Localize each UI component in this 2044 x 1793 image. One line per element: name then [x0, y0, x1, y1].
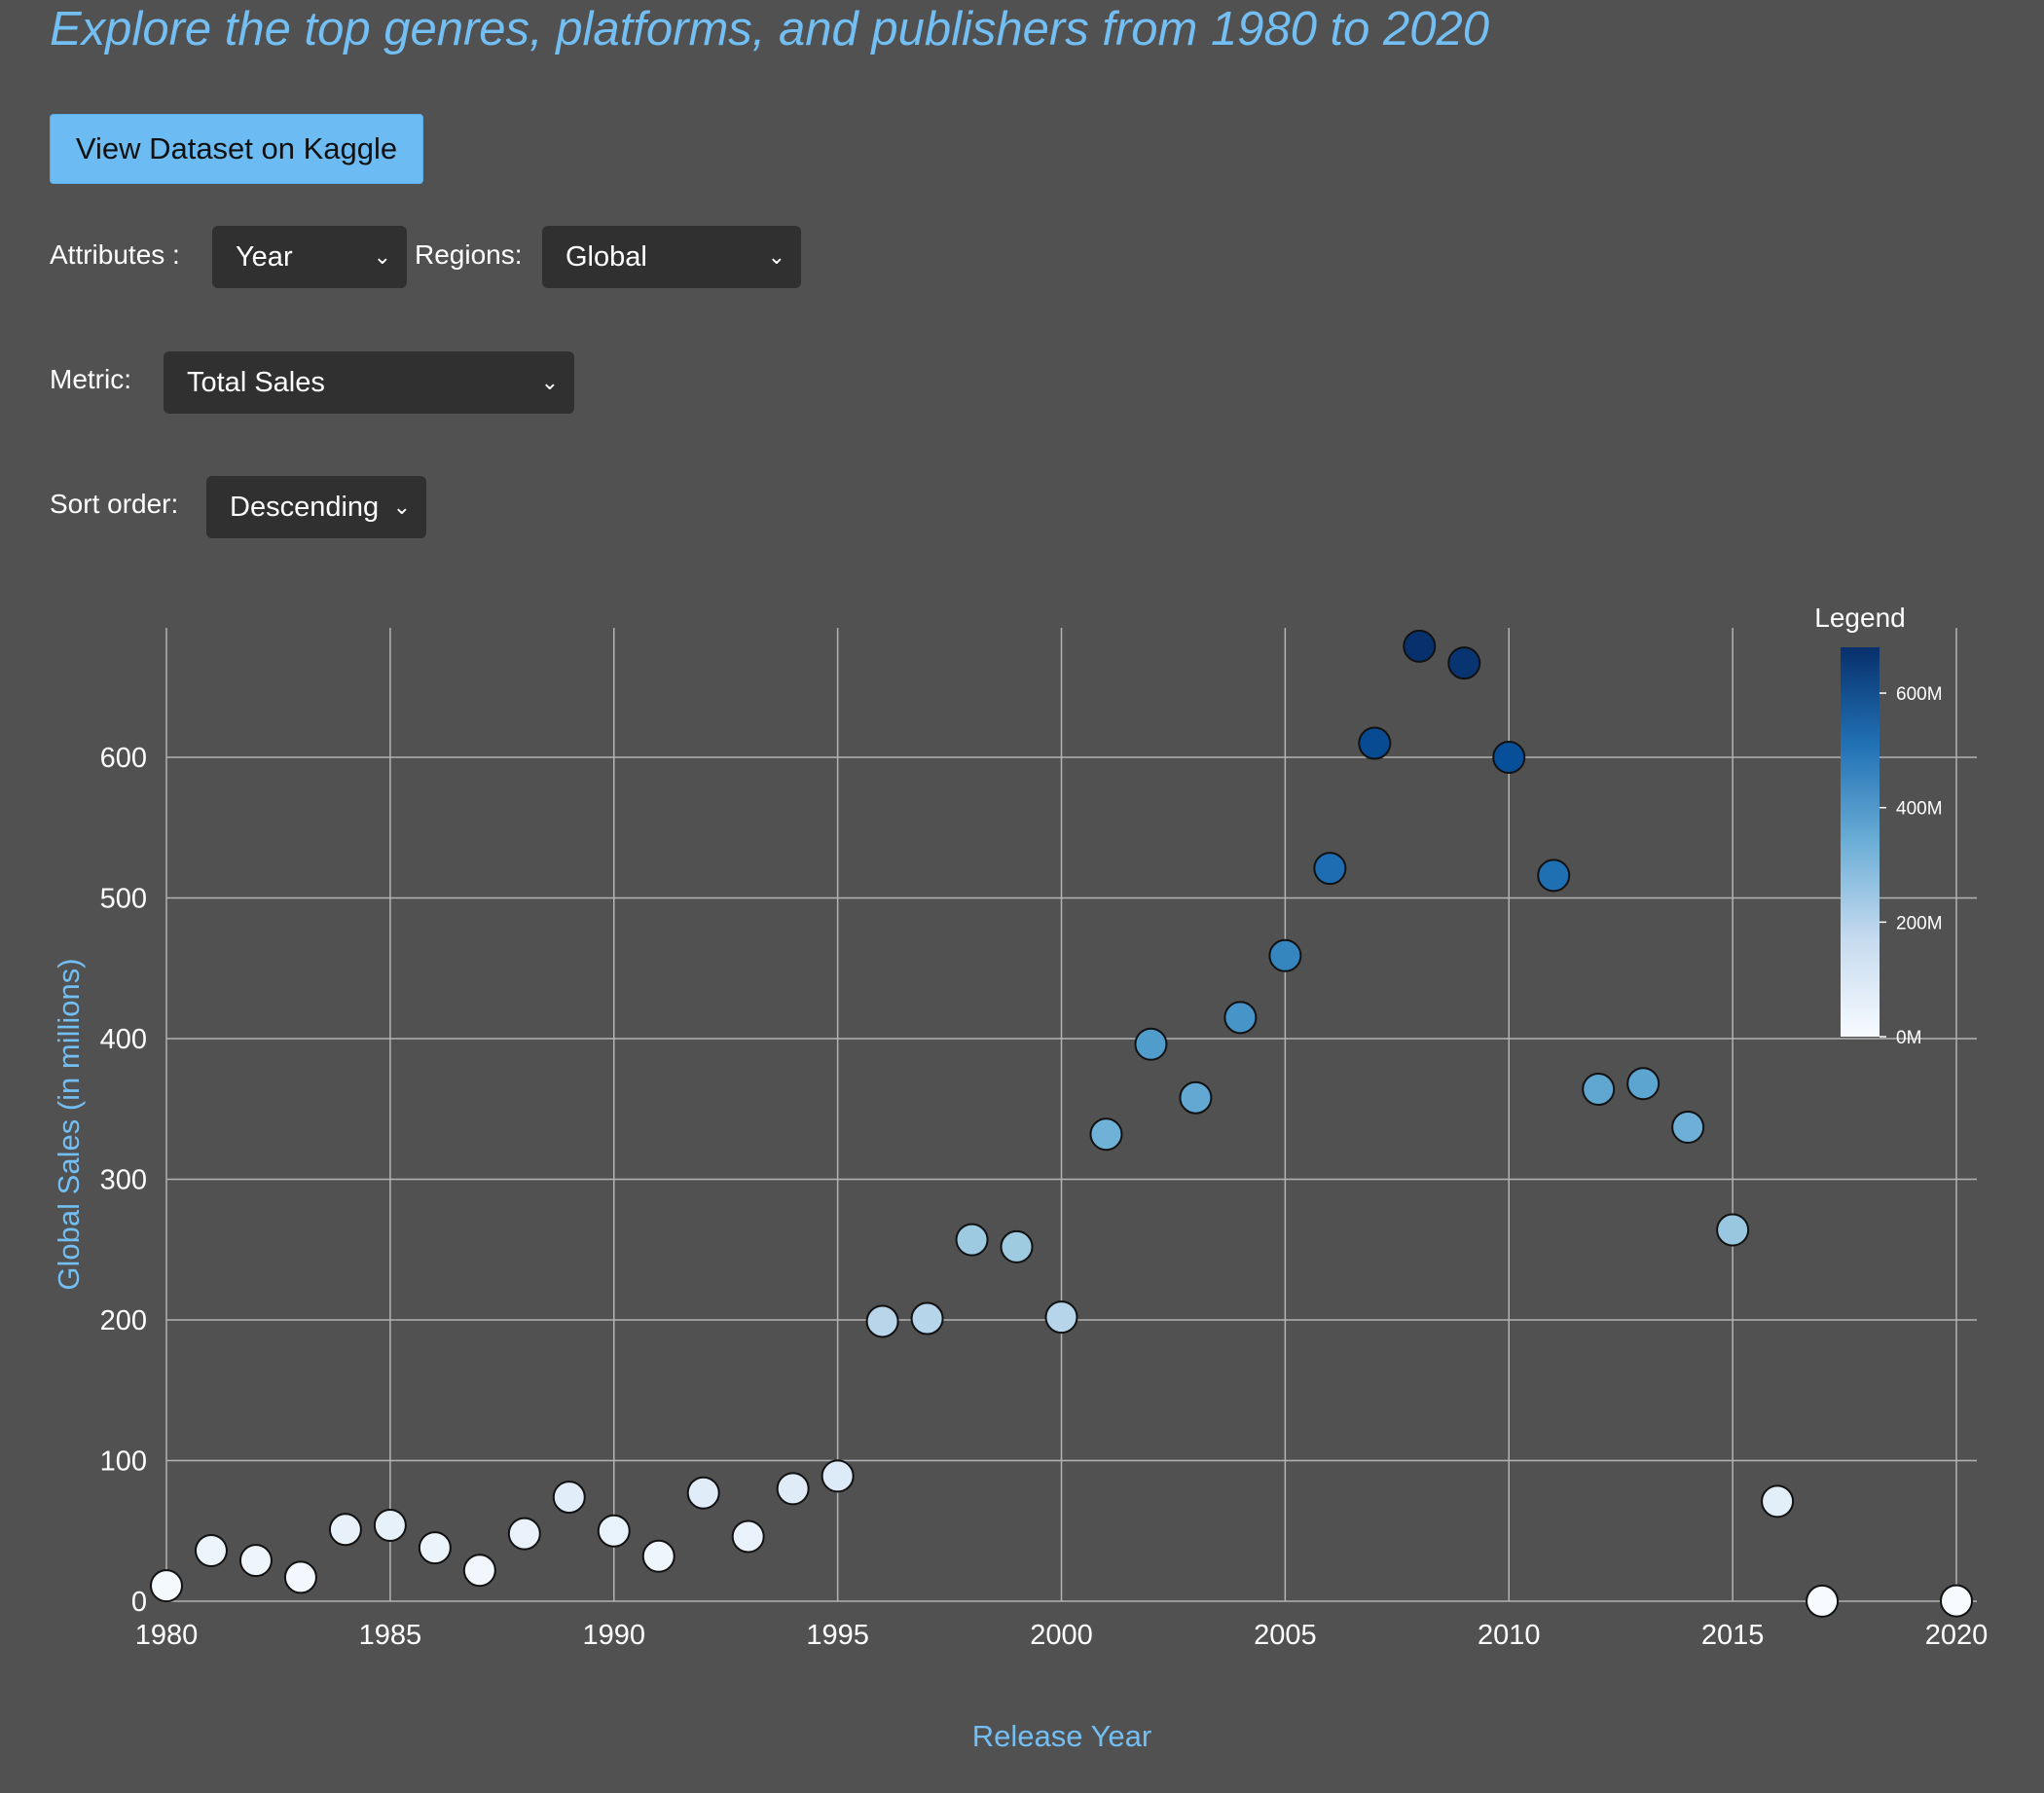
attributes-select[interactable]: Year ⌄ — [212, 226, 407, 288]
chevron-down-icon: ⌄ — [767, 244, 785, 269]
data-point[interactable] — [821, 1459, 855, 1493]
data-point[interactable] — [462, 1554, 496, 1588]
data-point[interactable] — [150, 1569, 183, 1603]
x-tick-label: 1980 — [135, 1620, 199, 1651]
data-point[interactable] — [1223, 1001, 1258, 1035]
data-point[interactable] — [1626, 1067, 1661, 1101]
attributes-label: Attributes : — [50, 239, 180, 270]
metric-select[interactable]: Total Sales ⌄ — [164, 351, 574, 414]
legend-tick-label: 400M — [1896, 799, 1943, 820]
data-point[interactable] — [1761, 1484, 1795, 1519]
y-tick-label: 500 — [100, 884, 147, 915]
data-point[interactable] — [865, 1304, 899, 1338]
data-point[interactable] — [776, 1472, 810, 1506]
data-point[interactable] — [1313, 852, 1347, 886]
data-point[interactable] — [641, 1539, 675, 1573]
legend-tick-label: 600M — [1896, 684, 1943, 705]
attributes-select-value: Year — [236, 241, 293, 273]
data-point[interactable] — [910, 1301, 944, 1336]
data-point[interactable] — [1447, 646, 1481, 680]
data-point[interactable] — [1582, 1073, 1616, 1107]
page-subtitle: Explore the top genres, platforms, and p… — [50, 3, 1490, 55]
sort-order-label: Sort order: — [50, 489, 179, 519]
color-legend: Legend 0M 200M 400M 600M — [1814, 603, 1942, 1048]
regions-label: Regions: — [415, 239, 523, 270]
x-tick-label: 2020 — [1925, 1620, 1989, 1651]
sort-order-select[interactable]: Descending ⌄ — [206, 476, 426, 538]
metric-select-value: Total Sales — [187, 367, 325, 398]
data-point[interactable] — [597, 1514, 631, 1548]
data-point[interactable] — [1358, 726, 1392, 760]
y-tick-label: 400 — [100, 1024, 147, 1055]
data-point[interactable] — [955, 1223, 989, 1257]
y-tick-label: 0 — [131, 1587, 147, 1618]
legend-title: Legend — [1814, 603, 1905, 633]
data-point[interactable] — [1268, 938, 1302, 972]
data-point[interactable] — [686, 1476, 720, 1510]
chevron-down-icon: ⌄ — [392, 494, 411, 519]
data-point[interactable] — [283, 1560, 317, 1594]
y-tick-label: 300 — [100, 1165, 147, 1196]
chevron-down-icon: ⌄ — [373, 244, 391, 269]
data-point[interactable] — [552, 1481, 586, 1515]
regions-select-value: Global — [566, 241, 647, 273]
data-point[interactable] — [194, 1533, 228, 1567]
data-point[interactable] — [1537, 859, 1571, 893]
legend-ticks: 0M 200M 400M 600M — [1880, 684, 1943, 1048]
y-tick-label: 200 — [100, 1305, 147, 1336]
chevron-down-icon: ⌄ — [540, 370, 559, 394]
x-tick-label: 2000 — [1030, 1620, 1093, 1651]
regions-select[interactable]: Global ⌄ — [542, 226, 801, 288]
data-point[interactable] — [1671, 1111, 1705, 1145]
data-point[interactable] — [507, 1517, 541, 1551]
data-point[interactable] — [1179, 1080, 1213, 1115]
axis-ticks: 1980 1985 1990 1995 2000 2005 2010 2015 2020 0 100… — [100, 743, 1989, 1651]
data-point[interactable] — [1089, 1117, 1123, 1152]
data-point[interactable] — [1134, 1027, 1168, 1061]
data-point[interactable] — [1940, 1584, 1973, 1618]
data-point[interactable] — [373, 1508, 407, 1542]
grid — [165, 628, 1977, 1602]
view-dataset-button[interactable]: View Dataset on Kaggle — [50, 114, 423, 184]
y-axis-title: Global Sales (in millions) — [52, 958, 86, 1290]
x-tick-label: 1985 — [359, 1620, 422, 1651]
legend-tick-label: 200M — [1896, 913, 1943, 933]
x-tick-label: 2005 — [1254, 1620, 1317, 1651]
data-point[interactable] — [1492, 741, 1526, 774]
x-tick-label: 1990 — [582, 1620, 645, 1651]
data-point[interactable] — [1000, 1229, 1034, 1263]
y-tick-label: 100 — [100, 1446, 147, 1478]
data-points — [150, 629, 1973, 1618]
data-point[interactable] — [1044, 1300, 1078, 1335]
data-point[interactable] — [238, 1544, 273, 1578]
x-axis-title: Release Year — [972, 1719, 1151, 1753]
data-point[interactable] — [328, 1513, 362, 1547]
data-point[interactable] — [731, 1519, 765, 1554]
y-tick-label: 600 — [100, 743, 147, 774]
data-point[interactable] — [1806, 1584, 1840, 1618]
x-tick-label: 2010 — [1478, 1620, 1541, 1651]
data-point[interactable] — [418, 1531, 452, 1565]
scatter-chart: 1980 1985 1990 1995 2000 2005 2010 2015 2020 0 100… — [52, 603, 1989, 1753]
x-tick-label: 1995 — [806, 1620, 869, 1651]
data-point[interactable] — [1403, 629, 1437, 663]
metric-label: Metric: — [50, 364, 131, 394]
legend-tick-label: 0M — [1896, 1028, 1921, 1048]
sort-order-select-value: Descending — [230, 492, 380, 523]
x-tick-label: 2015 — [1701, 1620, 1765, 1651]
data-point[interactable] — [1716, 1213, 1750, 1247]
legend-gradient — [1841, 647, 1880, 1037]
